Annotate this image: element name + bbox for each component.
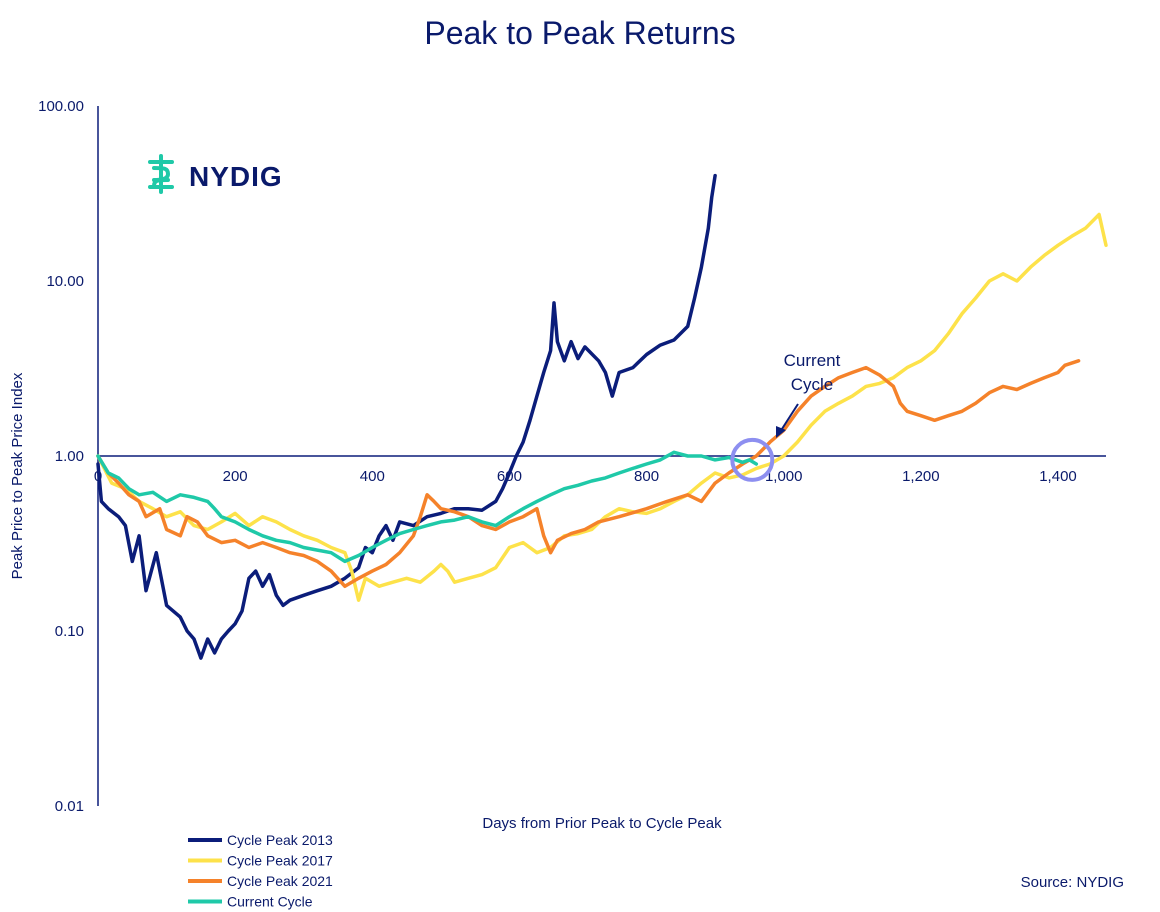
series-line-2 bbox=[96, 212, 1108, 602]
y-axis-title: Peak Price to Peak Price Index bbox=[9, 372, 26, 579]
y-tick-label: 100.00 bbox=[38, 98, 84, 115]
legend-label: Cycle Peak 2017 bbox=[227, 853, 333, 869]
legend-label: Current Cycle bbox=[227, 894, 313, 910]
annotation: Current Cycle bbox=[730, 351, 841, 482]
y-tick-label: 1.00 bbox=[55, 448, 84, 465]
chart-title: Peak to Peak Returns bbox=[424, 15, 735, 51]
x-tick-label: 1,400 bbox=[1039, 468, 1077, 485]
current-cycle-highlight bbox=[730, 437, 775, 482]
x-tick-label: 1,200 bbox=[902, 468, 940, 485]
annotation-arrowhead bbox=[776, 426, 786, 438]
y-tick-label: 0.10 bbox=[55, 623, 84, 640]
annotation-line1: Current bbox=[784, 351, 841, 370]
annotation-line2: Cycle bbox=[791, 375, 834, 394]
legend-label: Cycle Peak 2021 bbox=[227, 873, 333, 889]
series-line-1 bbox=[96, 173, 717, 660]
x-tick-label: 800 bbox=[634, 468, 659, 485]
y-tick-label: 10.00 bbox=[46, 273, 84, 290]
x-tick-label: 400 bbox=[360, 468, 385, 485]
logo-text: NYDIG bbox=[189, 161, 283, 192]
series-line-4 bbox=[96, 450, 759, 564]
x-tick-label: 1,000 bbox=[765, 468, 803, 485]
series-line-3 bbox=[96, 359, 1081, 589]
y-tick-label: 0.01 bbox=[55, 798, 84, 815]
nydig-logo: NYDIG bbox=[148, 154, 283, 194]
legend-label: Cycle Peak 2013 bbox=[227, 832, 333, 848]
series-layer bbox=[96, 173, 1108, 660]
legend: Cycle Peak 2013 Cycle Peak 2017 Cycle Peak… bbox=[188, 832, 333, 910]
x-axis-title: Days from Prior Peak to Cycle Peak bbox=[482, 815, 722, 832]
annotation-arrow bbox=[779, 403, 799, 433]
source-note: Source: NYDIG bbox=[1021, 874, 1124, 891]
x-tick-label: 200 bbox=[223, 468, 248, 485]
nydig-logo-icon bbox=[148, 154, 174, 194]
